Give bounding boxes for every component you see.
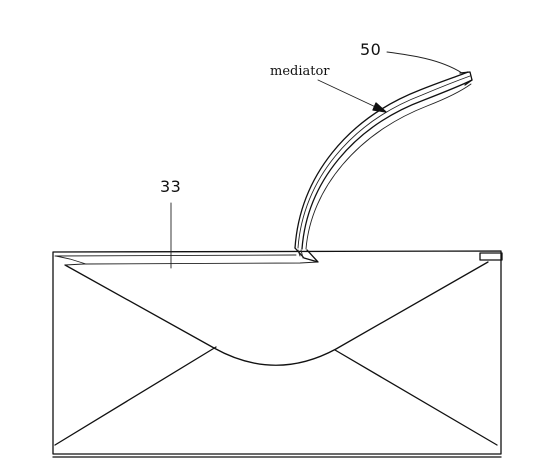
envelope-flap	[64, 261, 489, 366]
envelope-left-tab	[55, 255, 87, 265]
mediator-base	[294, 247, 319, 263]
mediator-middle-edge	[297, 75, 471, 249]
leader-arrowhead-mediator	[372, 102, 387, 113]
mediator-inner-edge	[301, 79, 473, 250]
leader-line-mediator	[317, 79, 383, 111]
mediator-base-hatch	[297, 249, 304, 259]
envelope-left-fold	[54, 346, 217, 446]
label-mediator: mediator	[270, 64, 330, 79]
envelope-slot	[64, 261, 319, 266]
leader-line-50	[386, 51, 463, 74]
envelope-right-tab	[479, 252, 503, 261]
mediator-inner-edge-2	[305, 83, 472, 250]
envelope	[52, 250, 503, 458]
label-ref-33: 33	[160, 177, 181, 196]
envelope-right-fold	[334, 349, 498, 446]
envelope-top-edge	[54, 254, 297, 257]
envelope-outline	[52, 250, 502, 455]
mediator-tip	[459, 71, 473, 86]
mediator-outer-edge	[294, 71, 469, 249]
label-ref-50: 50	[360, 40, 381, 59]
mediator-strip	[294, 71, 473, 263]
